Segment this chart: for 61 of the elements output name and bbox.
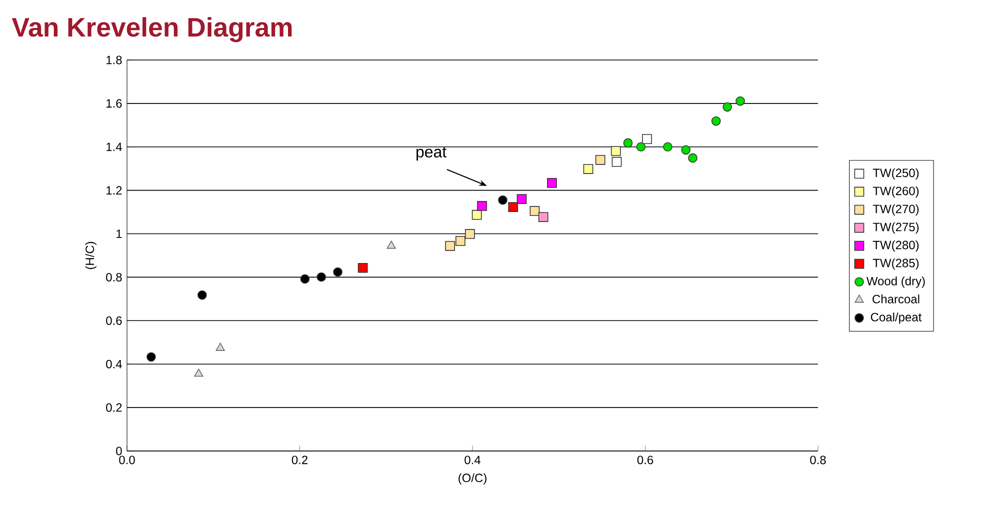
y-tick-label: 0.8 bbox=[106, 272, 122, 282]
y-tick-label: 1 bbox=[116, 230, 122, 238]
point bbox=[636, 142, 646, 152]
legend-label: TW(250) bbox=[872, 168, 919, 180]
chart-title: Van Krevelen Diagram bbox=[12, 17, 292, 42]
legend-label: Coal/peat bbox=[870, 312, 922, 324]
y-axis-title: (H/C) bbox=[85, 242, 96, 270]
point bbox=[455, 236, 466, 246]
point bbox=[333, 267, 342, 277]
y-tick-label: 1.2 bbox=[106, 186, 122, 195]
point bbox=[508, 202, 518, 212]
x-axis-title: (O/C) bbox=[458, 473, 486, 485]
point bbox=[472, 210, 482, 220]
legend-label: TW(280) bbox=[872, 240, 919, 252]
legend-label: TW(285) bbox=[872, 258, 919, 270]
point bbox=[711, 116, 721, 126]
point bbox=[358, 262, 368, 273]
point bbox=[681, 145, 691, 155]
point bbox=[538, 212, 548, 222]
y-tick-label: 0.2 bbox=[106, 403, 122, 412]
point bbox=[194, 368, 204, 377]
point bbox=[477, 201, 487, 211]
y-tick-label: 1.6 bbox=[106, 99, 122, 108]
x-tick-label: 0.4 bbox=[464, 456, 480, 464]
point bbox=[736, 96, 745, 106]
point bbox=[197, 290, 207, 300]
x-tick-label: 0.2 bbox=[292, 456, 308, 464]
point bbox=[464, 229, 475, 239]
y-tick-label: 0.6 bbox=[106, 316, 122, 325]
point bbox=[583, 164, 594, 174]
legend-label: Wood (dry) bbox=[866, 276, 925, 288]
legend-label: TW(260) bbox=[872, 186, 919, 198]
x-tick-label: 0.6 bbox=[637, 456, 654, 464]
y-tick-label: 1.4 bbox=[106, 142, 122, 152]
point bbox=[386, 240, 396, 249]
y-tick-label: 0.4 bbox=[106, 360, 122, 368]
point bbox=[146, 352, 156, 362]
point bbox=[595, 154, 606, 165]
point bbox=[498, 195, 508, 205]
point bbox=[300, 274, 310, 284]
x-tick-label: 0.0 bbox=[119, 456, 135, 464]
point bbox=[610, 146, 621, 156]
point bbox=[530, 206, 540, 216]
point bbox=[612, 156, 622, 167]
x-tick-label: 0.8 bbox=[810, 456, 826, 464]
legend-label: TW(270) bbox=[872, 204, 919, 216]
y-tick-label: 0 bbox=[116, 446, 122, 456]
point bbox=[216, 342, 225, 351]
point bbox=[688, 153, 698, 163]
point bbox=[316, 272, 326, 282]
point bbox=[642, 134, 652, 144]
point bbox=[547, 178, 557, 188]
legend-label: Charcoal bbox=[872, 294, 920, 304]
point bbox=[722, 102, 732, 112]
y-tick-label: 1.8 bbox=[106, 56, 122, 64]
point bbox=[663, 142, 672, 152]
legend-label: TW(275) bbox=[872, 222, 919, 234]
point bbox=[445, 240, 455, 251]
point bbox=[516, 194, 527, 204]
annotation: peat bbox=[416, 147, 446, 161]
point bbox=[623, 138, 633, 148]
